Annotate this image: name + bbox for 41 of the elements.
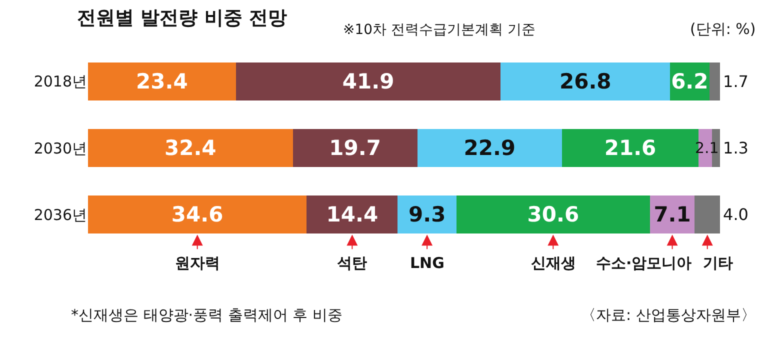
data-label: 1.7 xyxy=(723,72,748,91)
chart-title: 전원별 발전량 비중 전망 xyxy=(77,6,287,29)
data-label: 22.9 xyxy=(464,136,516,160)
bar xyxy=(236,62,501,100)
bar xyxy=(292,129,418,167)
series-label: 신재생 xyxy=(531,254,576,272)
bar xyxy=(694,196,720,234)
data-label: 41.9 xyxy=(342,69,394,94)
data-label: 26.8 xyxy=(559,69,612,94)
bar xyxy=(88,196,307,234)
series-label: 석탄 xyxy=(337,254,367,272)
bar xyxy=(306,196,398,234)
data-label: 21.6 xyxy=(604,136,656,160)
data-label: 6.2 xyxy=(671,69,708,94)
bar xyxy=(417,129,562,167)
series-label: 기타 xyxy=(703,254,733,272)
data-label: 9.3 xyxy=(408,202,446,227)
data-label: 1.3 xyxy=(723,138,748,158)
y-tick-label: 2018년 xyxy=(34,72,87,91)
series-label: 수소·암모니아 xyxy=(596,254,692,272)
text: (단위: %) xyxy=(690,20,756,38)
data-label: 23.4 xyxy=(136,69,188,94)
data-label: 4.0 xyxy=(723,205,748,224)
series-label: LNG xyxy=(410,254,444,272)
bar xyxy=(88,129,293,167)
text: *신재생은 태양광·풍력 출력제어 후 비중 xyxy=(71,306,342,324)
y-tick-label: 2036년 xyxy=(34,206,87,224)
bar xyxy=(500,62,670,100)
bar xyxy=(456,196,650,234)
data-label: 19.7 xyxy=(329,136,381,160)
data-label: 32.4 xyxy=(164,136,216,160)
chart-subtitle: ※10차 전력수급기본계획 기준 xyxy=(343,22,536,38)
text: 〈자료: 산업통상자원부〉 xyxy=(581,306,756,324)
data-label: 30.6 xyxy=(527,202,580,227)
data-label: 14.4 xyxy=(326,202,378,227)
series-label: 원자력 xyxy=(175,254,220,272)
data-label: 34.6 xyxy=(171,202,224,227)
y-tick-label: 2030년 xyxy=(34,139,87,158)
data-label: 7.1 xyxy=(654,202,691,227)
bar xyxy=(88,62,236,100)
bar xyxy=(709,62,720,100)
